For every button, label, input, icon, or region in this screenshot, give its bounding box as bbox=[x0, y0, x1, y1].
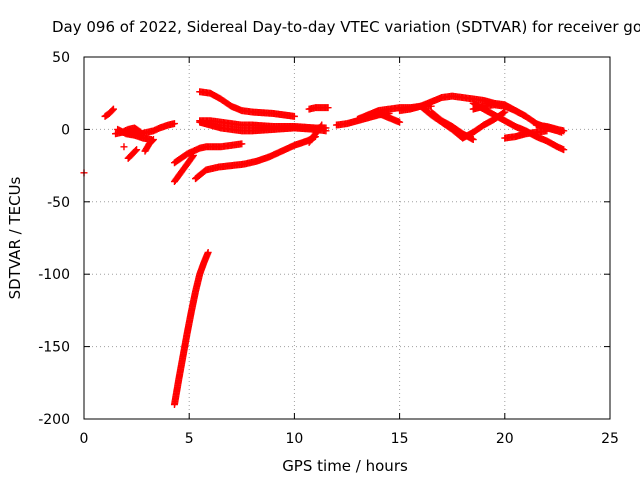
data-point-fill bbox=[132, 147, 140, 155]
data-point bbox=[149, 136, 157, 144]
series-arc-15 bbox=[196, 118, 330, 135]
series-arc-11 bbox=[170, 248, 212, 409]
plot-frame bbox=[83, 56, 611, 420]
x-tick-label: 25 bbox=[601, 431, 619, 447]
series-arc-16 bbox=[305, 104, 332, 113]
axis-ticks: 0 5 10 15 20 25 -200 -150 -100 -50 0 50 bbox=[38, 50, 619, 447]
series-arc-05 bbox=[118, 120, 178, 138]
data-point-fill bbox=[189, 153, 197, 161]
series-arc-20 bbox=[375, 109, 404, 126]
data-point bbox=[170, 120, 178, 128]
series-arc-09 bbox=[170, 140, 246, 167]
data-point bbox=[238, 140, 246, 148]
data-point bbox=[133, 146, 141, 154]
y-tick-label: 50 bbox=[52, 50, 70, 66]
data-point bbox=[522, 112, 530, 120]
series-arc-26 bbox=[501, 127, 551, 142]
x-tick-label: 10 bbox=[285, 431, 303, 447]
series-arc-27 bbox=[532, 121, 568, 135]
x-tick-label: 20 bbox=[496, 431, 514, 447]
data-point-fill bbox=[317, 122, 325, 130]
x-tick-label: 15 bbox=[391, 431, 409, 447]
data-point-fill bbox=[500, 109, 508, 117]
data-point bbox=[290, 112, 298, 120]
y-tick-label: -100 bbox=[38, 267, 70, 283]
data-point bbox=[189, 151, 197, 159]
series-arc-13 bbox=[196, 88, 298, 120]
series-arc-25 bbox=[469, 99, 568, 154]
x-tick-label: 5 bbox=[185, 431, 194, 447]
data-point bbox=[204, 248, 212, 256]
data-point bbox=[120, 143, 128, 151]
series-arc-08 bbox=[141, 136, 157, 155]
data-point bbox=[469, 136, 477, 144]
data-point bbox=[560, 146, 568, 154]
series-arc-02 bbox=[101, 105, 117, 120]
y-tick-label: -200 bbox=[38, 412, 70, 428]
data-point bbox=[322, 127, 330, 135]
data-point bbox=[109, 105, 117, 113]
y-tick-label: -50 bbox=[47, 195, 70, 211]
data-point bbox=[560, 127, 568, 135]
data-point-fill bbox=[149, 136, 157, 144]
series-arc-12 bbox=[192, 133, 319, 183]
grid-lines bbox=[84, 57, 610, 419]
data-points bbox=[80, 88, 568, 409]
series-arc-10 bbox=[170, 151, 197, 186]
series-arc-17 bbox=[305, 121, 326, 146]
chart-title: Day 096 of 2022, Sidereal Day-to-day VTE… bbox=[52, 18, 640, 36]
data-point bbox=[324, 104, 332, 112]
y-tick-label: -150 bbox=[38, 340, 70, 356]
y-tick-label: 0 bbox=[61, 122, 70, 138]
x-tick-label: 0 bbox=[80, 431, 89, 447]
x-axis-label: GPS time / hours bbox=[282, 457, 408, 475]
y-axis-label: SDTVAR / TECUs bbox=[6, 176, 24, 299]
series-arc-23 bbox=[427, 108, 477, 144]
data-point bbox=[396, 118, 404, 126]
series-arc-07 bbox=[124, 146, 141, 162]
data-point bbox=[318, 121, 326, 129]
data-point-fill bbox=[109, 106, 117, 114]
series-arc-06 bbox=[120, 143, 128, 151]
